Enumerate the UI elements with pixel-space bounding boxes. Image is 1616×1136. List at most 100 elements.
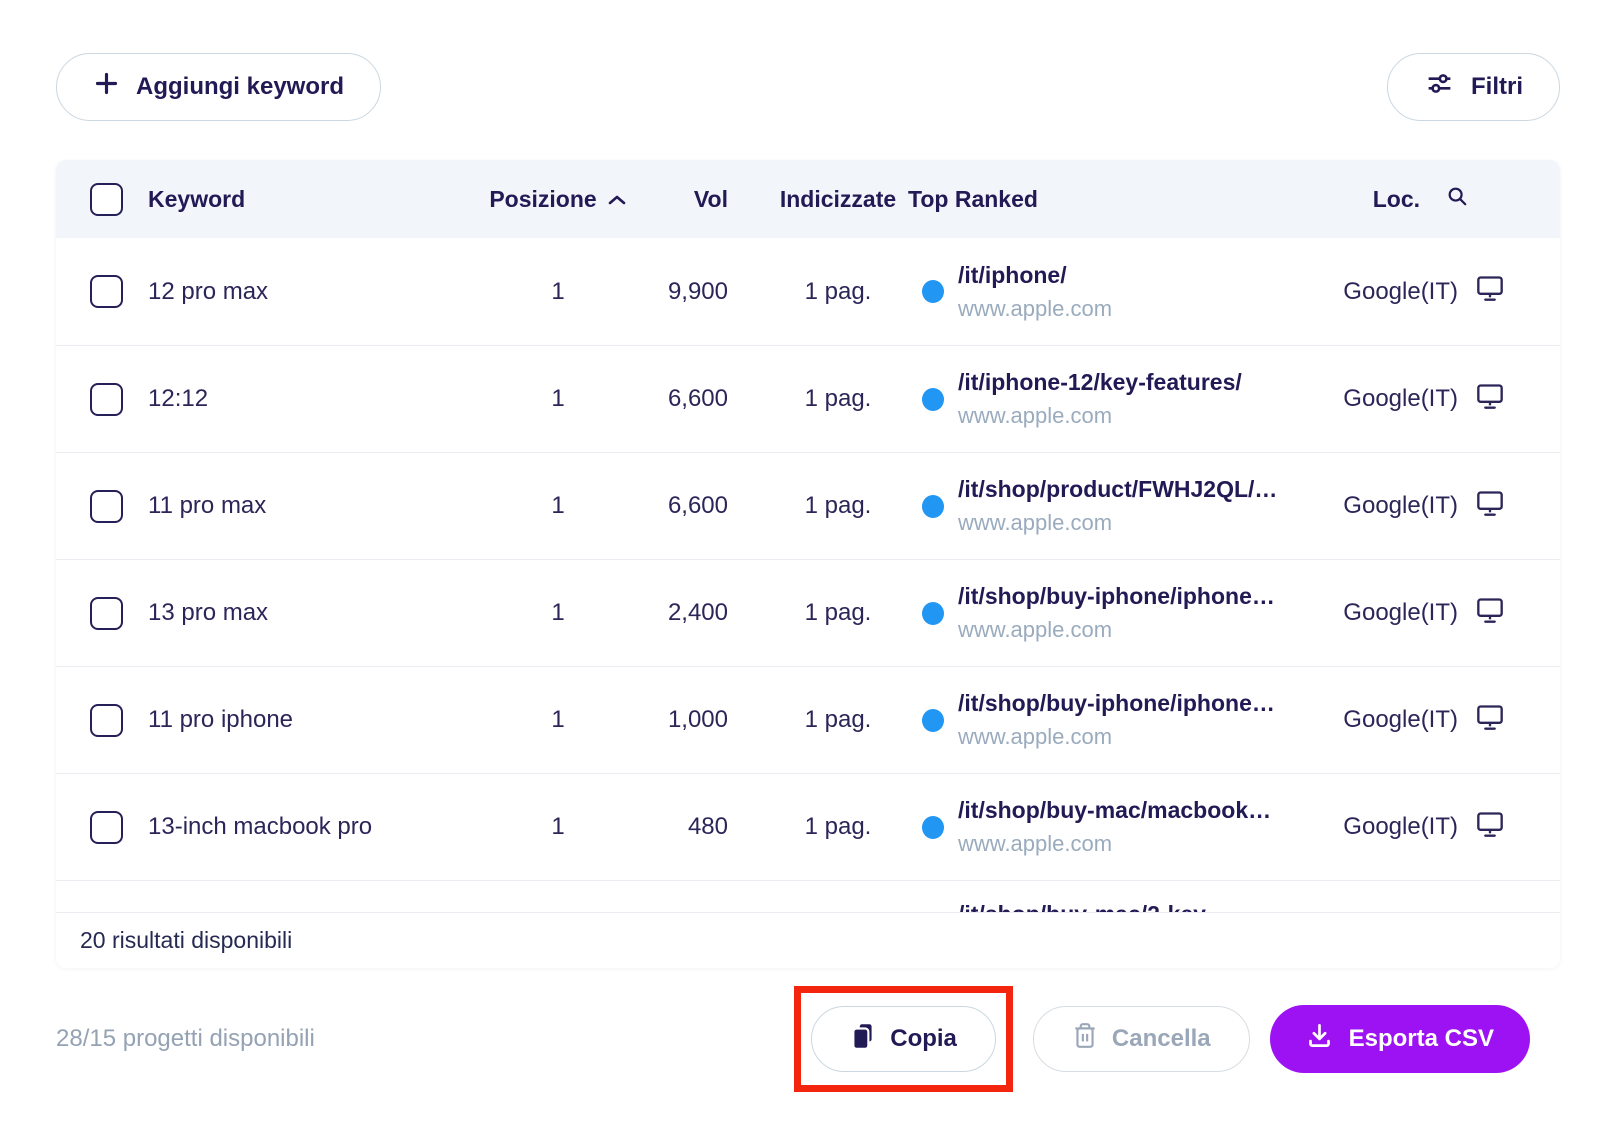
plus-icon bbox=[93, 70, 120, 104]
volume-cell: 6,600 bbox=[667, 385, 728, 412]
top-ranked-cell: /it/iphone-12/key-features/ www.apple.co… bbox=[958, 369, 1320, 429]
ranked-url-link[interactable]: /it/shop/product/FWHJ2QL/… bbox=[958, 476, 1278, 502]
delete-button[interactable]: Cancella bbox=[1032, 1006, 1250, 1072]
copy-button[interactable]: Copia bbox=[811, 1006, 996, 1072]
actions-group: Copia Cancella Esporta CSV bbox=[794, 986, 1560, 1092]
position-cell: 1 bbox=[551, 599, 565, 626]
row-checkbox[interactable] bbox=[90, 703, 123, 737]
copy-label: Copia bbox=[890, 1025, 957, 1052]
download-icon bbox=[1306, 1022, 1333, 1056]
header-location-label: Loc. bbox=[1372, 185, 1420, 212]
row-checkbox[interactable] bbox=[90, 275, 123, 308]
location-label: Google(IT) bbox=[1343, 813, 1458, 840]
location-cell: Google(IT) bbox=[1320, 383, 1560, 416]
volume-cell: 480 bbox=[687, 813, 728, 840]
indexed-cell: 1 pag. bbox=[804, 599, 872, 626]
table-row: 12 pro max 1 9,900 1 pag. /it/iphone/ ww… bbox=[56, 238, 1560, 345]
top-ranked-cell: /it/shop/buy-mac/macbook… www.apple.com bbox=[958, 797, 1320, 857]
desktop-monitor-icon bbox=[1476, 490, 1504, 523]
ranked-dot-icon bbox=[922, 494, 944, 518]
location-label: Google(IT) bbox=[1343, 706, 1458, 733]
row-checkbox[interactable] bbox=[90, 489, 123, 523]
keyword-cell: 12 pro max bbox=[148, 277, 269, 305]
ranked-domain: www.apple.com bbox=[958, 724, 1113, 749]
ranked-dot-icon bbox=[922, 708, 944, 732]
bottom-action-bar: 28/15 progetti disponibili Copia Cancell… bbox=[56, 986, 1560, 1092]
table-row: 13 pro max 1 2,400 1 pag. /it/shop/buy-i… bbox=[56, 559, 1560, 666]
caret-up-icon bbox=[607, 186, 627, 213]
indexed-cell: 1 pag. bbox=[804, 385, 872, 412]
header-location-cell: Loc. bbox=[1320, 185, 1560, 213]
desktop-monitor-icon bbox=[1476, 597, 1504, 630]
filters-label: Filtri bbox=[1471, 73, 1523, 100]
add-keyword-button[interactable]: Aggiungi keyword bbox=[56, 53, 382, 121]
top-ranked-cell: /it/shop/buy-iphone/iphone… www.apple.co… bbox=[958, 690, 1320, 750]
position-cell: 1 bbox=[551, 385, 565, 412]
row-checkbox[interactable] bbox=[90, 810, 123, 844]
table-footer: 20 risultati disponibili bbox=[56, 912, 1560, 968]
location-cell: Google(IT) bbox=[1320, 275, 1560, 308]
select-all-cell bbox=[56, 182, 148, 216]
projects-available-text: 28/15 progetti disponibili bbox=[56, 1025, 315, 1052]
ranked-dot-icon bbox=[922, 387, 944, 411]
location-cell: Google(IT) bbox=[1320, 490, 1560, 523]
keyword-cell: 11 pro max bbox=[148, 492, 267, 519]
ranked-domain: www.apple.com bbox=[958, 403, 1113, 428]
volume-cell: 1,000 bbox=[667, 706, 728, 733]
header-position-label: Posizione bbox=[489, 185, 597, 212]
export-csv-label: Esporta CSV bbox=[1348, 1025, 1494, 1052]
ranked-url-link[interactable]: /it/shop/buy-mac/macbook… bbox=[958, 797, 1272, 823]
row-checkbox[interactable] bbox=[90, 596, 123, 630]
desktop-monitor-icon bbox=[1476, 383, 1504, 416]
location-label: Google(IT) bbox=[1343, 277, 1458, 305]
ranked-url-link[interactable]: /it/shop/buy-iphone/iphone… bbox=[958, 583, 1275, 609]
ranked-url-link[interactable]: /it/shop/buy-iphone/iphone… bbox=[958, 690, 1275, 716]
location-label: Google(IT) bbox=[1343, 492, 1458, 519]
header-position-sort[interactable]: Posizione bbox=[489, 186, 626, 213]
position-cell: 1 bbox=[551, 706, 565, 733]
location-cell: Google(IT) bbox=[1320, 704, 1560, 737]
export-csv-button[interactable]: Esporta CSV bbox=[1269, 1005, 1530, 1073]
table-row: 11 pro max 1 6,600 1 pag. /it/shop/produ… bbox=[56, 452, 1560, 559]
desktop-monitor-icon bbox=[1476, 811, 1504, 844]
table-row: 13-inch macbook pro 1 480 1 pag. /it/sho… bbox=[56, 773, 1560, 880]
delete-label: Cancella bbox=[1111, 1025, 1211, 1052]
keyword-cell: 13 pro max bbox=[148, 599, 269, 626]
table-body: 12 pro max 1 9,900 1 pag. /it/iphone/ ww… bbox=[56, 238, 1560, 912]
desktop-monitor-icon bbox=[1476, 704, 1504, 737]
ranked-dot-icon bbox=[922, 815, 944, 839]
top-ranked-cell: /it/shop/product/FWHJ2QL/… www.apple.com bbox=[958, 476, 1320, 536]
indexed-cell: 1 pag. bbox=[804, 706, 872, 733]
row-checkbox[interactable] bbox=[90, 382, 123, 416]
table-row-clipped: /it/shop/buy-mac/2-key… bbox=[56, 880, 1560, 912]
volume-cell: 2,400 bbox=[667, 599, 728, 626]
indexed-cell: 1 pag. bbox=[804, 492, 872, 519]
header-top-ranked: Top Ranked bbox=[908, 185, 1038, 212]
location-label: Google(IT) bbox=[1343, 599, 1458, 626]
volume-cell: 6,600 bbox=[667, 492, 728, 519]
top-ranked-cell: /it/iphone/ www.apple.com bbox=[958, 262, 1320, 322]
ranked-url-link[interactable]: /it/iphone/ bbox=[958, 261, 1067, 288]
position-cell: 1 bbox=[551, 492, 565, 519]
ranked-dot-icon bbox=[922, 601, 944, 625]
indexed-cell: 1 pag. bbox=[804, 277, 872, 305]
ranked-dot-icon bbox=[922, 280, 944, 303]
keywords-table: Keyword Posizione Vol Indicizzate Top Ra… bbox=[56, 160, 1560, 968]
top-ranked-cell: /it/shop/buy-mac/2-key… bbox=[958, 881, 1320, 912]
header-keyword: Keyword bbox=[148, 185, 246, 212]
position-cell: 1 bbox=[551, 813, 565, 840]
filters-button[interactable]: Filtri bbox=[1387, 53, 1560, 121]
ranked-url-link[interactable]: /it/shop/buy-mac/2-key… bbox=[958, 901, 1304, 912]
add-keyword-label: Aggiungi keyword bbox=[136, 73, 345, 100]
ranked-domain: www.apple.com bbox=[958, 510, 1113, 535]
select-all-checkbox[interactable] bbox=[90, 182, 123, 216]
desktop-monitor-icon bbox=[1476, 275, 1504, 308]
ranked-url-link[interactable]: /it/iphone-12/key-features/ bbox=[958, 369, 1242, 395]
copy-icon bbox=[850, 1021, 876, 1058]
keyword-cell: 12:12 bbox=[148, 385, 209, 412]
table-header-row: Keyword Posizione Vol Indicizzate Top Ra… bbox=[56, 160, 1560, 238]
table-row: 11 pro iphone 1 1,000 1 pag. /it/shop/bu… bbox=[56, 666, 1560, 773]
position-cell: 1 bbox=[551, 277, 565, 305]
search-icon[interactable] bbox=[1446, 185, 1468, 213]
